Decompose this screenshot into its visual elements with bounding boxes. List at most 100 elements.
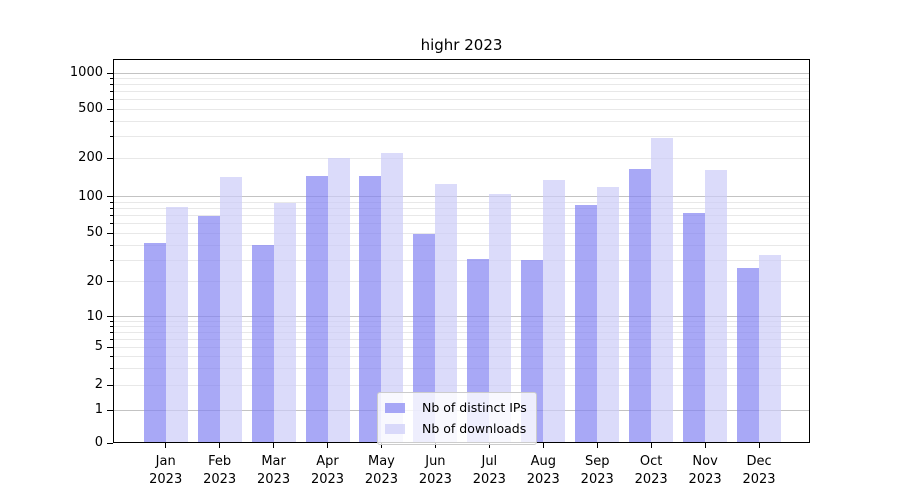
gridline-y-500: [113, 108, 810, 110]
y-tick-label-10: 10: [86, 308, 103, 324]
legend: Nb of distinct IPs Nb of downloads: [377, 392, 537, 445]
gridline-y-90: [113, 201, 810, 203]
gridline-y-20: [113, 281, 810, 283]
legend-item-downloads: Nb of downloads: [385, 418, 527, 439]
gridline-y-4: [113, 356, 810, 358]
bar-jul-nb-of-downloads: [489, 194, 512, 443]
bar-apr-nb-of-downloads: [327, 157, 350, 443]
gridline-y-40: [113, 244, 810, 246]
bars-layer: [113, 59, 810, 443]
y-tick-100: [107, 196, 113, 198]
bar-feb-nb-of-downloads: [219, 176, 242, 443]
bar-sep-nb-of-distinct-ips: [575, 205, 598, 443]
y-minor-tick-8: [110, 326, 113, 328]
bar-jan-nb-of-distinct-ips: [143, 242, 166, 443]
x-tick-aug: [542, 443, 544, 448]
y-minor-tick-30: [110, 259, 113, 261]
y-tick-label-20: 20: [86, 273, 103, 289]
gridline-y-50: [113, 232, 810, 234]
legend-label-downloads: Nb of downloads: [422, 421, 527, 436]
y-minor-tick-300: [110, 135, 113, 137]
gridline-y-3: [113, 368, 810, 369]
x-tick-label-jan: Jan 2023: [149, 454, 183, 487]
y-minor-tick-400: [110, 120, 113, 122]
legend-label-distinct-ips: Nb of distinct IPs: [422, 400, 527, 415]
legend-swatch-distinct-ips-icon: [385, 402, 405, 413]
bar-jan-nb-of-downloads: [165, 207, 188, 443]
y-tick-20: [107, 281, 113, 283]
bar-nov-nb-of-distinct-ips: [683, 212, 706, 443]
gridline-y-5: [113, 346, 810, 348]
x-tick-jun: [434, 443, 436, 448]
bar-dec-nb-of-downloads: [759, 255, 782, 443]
bar-apr-nb-of-distinct-ips: [305, 176, 328, 443]
x-tick-label-dec: Dec 2023: [742, 454, 776, 487]
x-tick-label-mar: Mar 2023: [257, 454, 291, 487]
x-tick-sep: [596, 443, 598, 448]
gridline-y-80: [113, 207, 810, 209]
y-minor-tick-9: [110, 320, 113, 322]
y-tick-label-5: 5: [94, 339, 103, 355]
gridline-y-900: [113, 77, 810, 79]
gridline-y-2: [113, 384, 810, 386]
bar-aug-nb-of-downloads: [543, 179, 566, 443]
x-tick-label-feb: Feb 2023: [203, 454, 237, 487]
y-minor-tick-900: [110, 77, 113, 79]
y-minor-tick-6: [110, 338, 113, 340]
y-tick-label-2: 2: [94, 377, 103, 393]
bar-oct-nb-of-distinct-ips: [629, 168, 652, 443]
gridline-y-8: [113, 326, 810, 328]
bar-dec-nb-of-distinct-ips: [737, 267, 760, 443]
gridline-y-70: [113, 214, 810, 216]
gridline-y-30: [113, 259, 810, 261]
gridline-y-200: [113, 157, 810, 159]
gridline-y-6: [113, 338, 810, 340]
x-tick-jul: [488, 443, 490, 448]
gridline-y-10: [113, 316, 810, 318]
y-minor-tick-600: [110, 99, 113, 101]
y-tick-label-0: 0: [94, 435, 103, 450]
x-tick-oct: [650, 443, 652, 448]
y-tick-label-50: 50: [86, 225, 103, 241]
bar-jun-nb-of-distinct-ips: [413, 234, 436, 443]
x-tick-label-apr: Apr 2023: [310, 454, 345, 487]
x-tick-label-oct: Oct 2023: [634, 454, 668, 487]
legend-swatch-downloads-icon: [385, 423, 405, 434]
y-tick-label-1000: 1000: [69, 65, 103, 81]
gridline-y-300: [113, 135, 810, 137]
y-minor-tick-90: [110, 201, 113, 203]
y-tick-1000: [107, 72, 113, 74]
y-tick-2: [107, 384, 113, 386]
x-tick-jan: [165, 443, 167, 448]
y-tick-label-500: 500: [78, 101, 103, 117]
y-tick-label-100: 100: [78, 188, 103, 204]
y-tick-10: [107, 316, 113, 318]
bar-oct-nb-of-downloads: [651, 137, 674, 443]
y-tick-5: [107, 346, 113, 348]
y-minor-tick-70: [110, 214, 113, 216]
y-tick-500: [107, 108, 113, 110]
x-tick-may: [380, 443, 382, 448]
y-tick-label-200: 200: [78, 150, 103, 166]
gridline-y-600: [113, 99, 810, 101]
y-tick-200: [107, 157, 113, 159]
x-tick-dec: [758, 443, 760, 448]
x-tick-apr: [327, 443, 329, 448]
x-tick-label-aug: Aug 2023: [526, 454, 560, 487]
x-tick-label-jul: Jul 2023: [472, 454, 506, 487]
bar-jun-nb-of-downloads: [435, 184, 458, 443]
bar-nov-nb-of-downloads: [705, 169, 728, 443]
y-minor-tick-800: [110, 84, 113, 86]
x-tick-feb: [219, 443, 221, 448]
y-minor-tick-80: [110, 207, 113, 209]
legend-item-distinct-ips: Nb of distinct IPs: [385, 397, 527, 418]
y-minor-tick-4: [110, 356, 113, 358]
x-tick-mar: [273, 443, 275, 448]
x-tick-label-nov: Nov 2023: [688, 454, 722, 487]
x-tick-label-jun: Jun 2023: [418, 454, 452, 487]
page-title: highr 2023: [420, 36, 503, 54]
x-tick-label-sep: Sep 2023: [580, 454, 614, 487]
bar-may-nb-of-distinct-ips: [359, 176, 382, 443]
gridline-y-400: [113, 120, 810, 122]
